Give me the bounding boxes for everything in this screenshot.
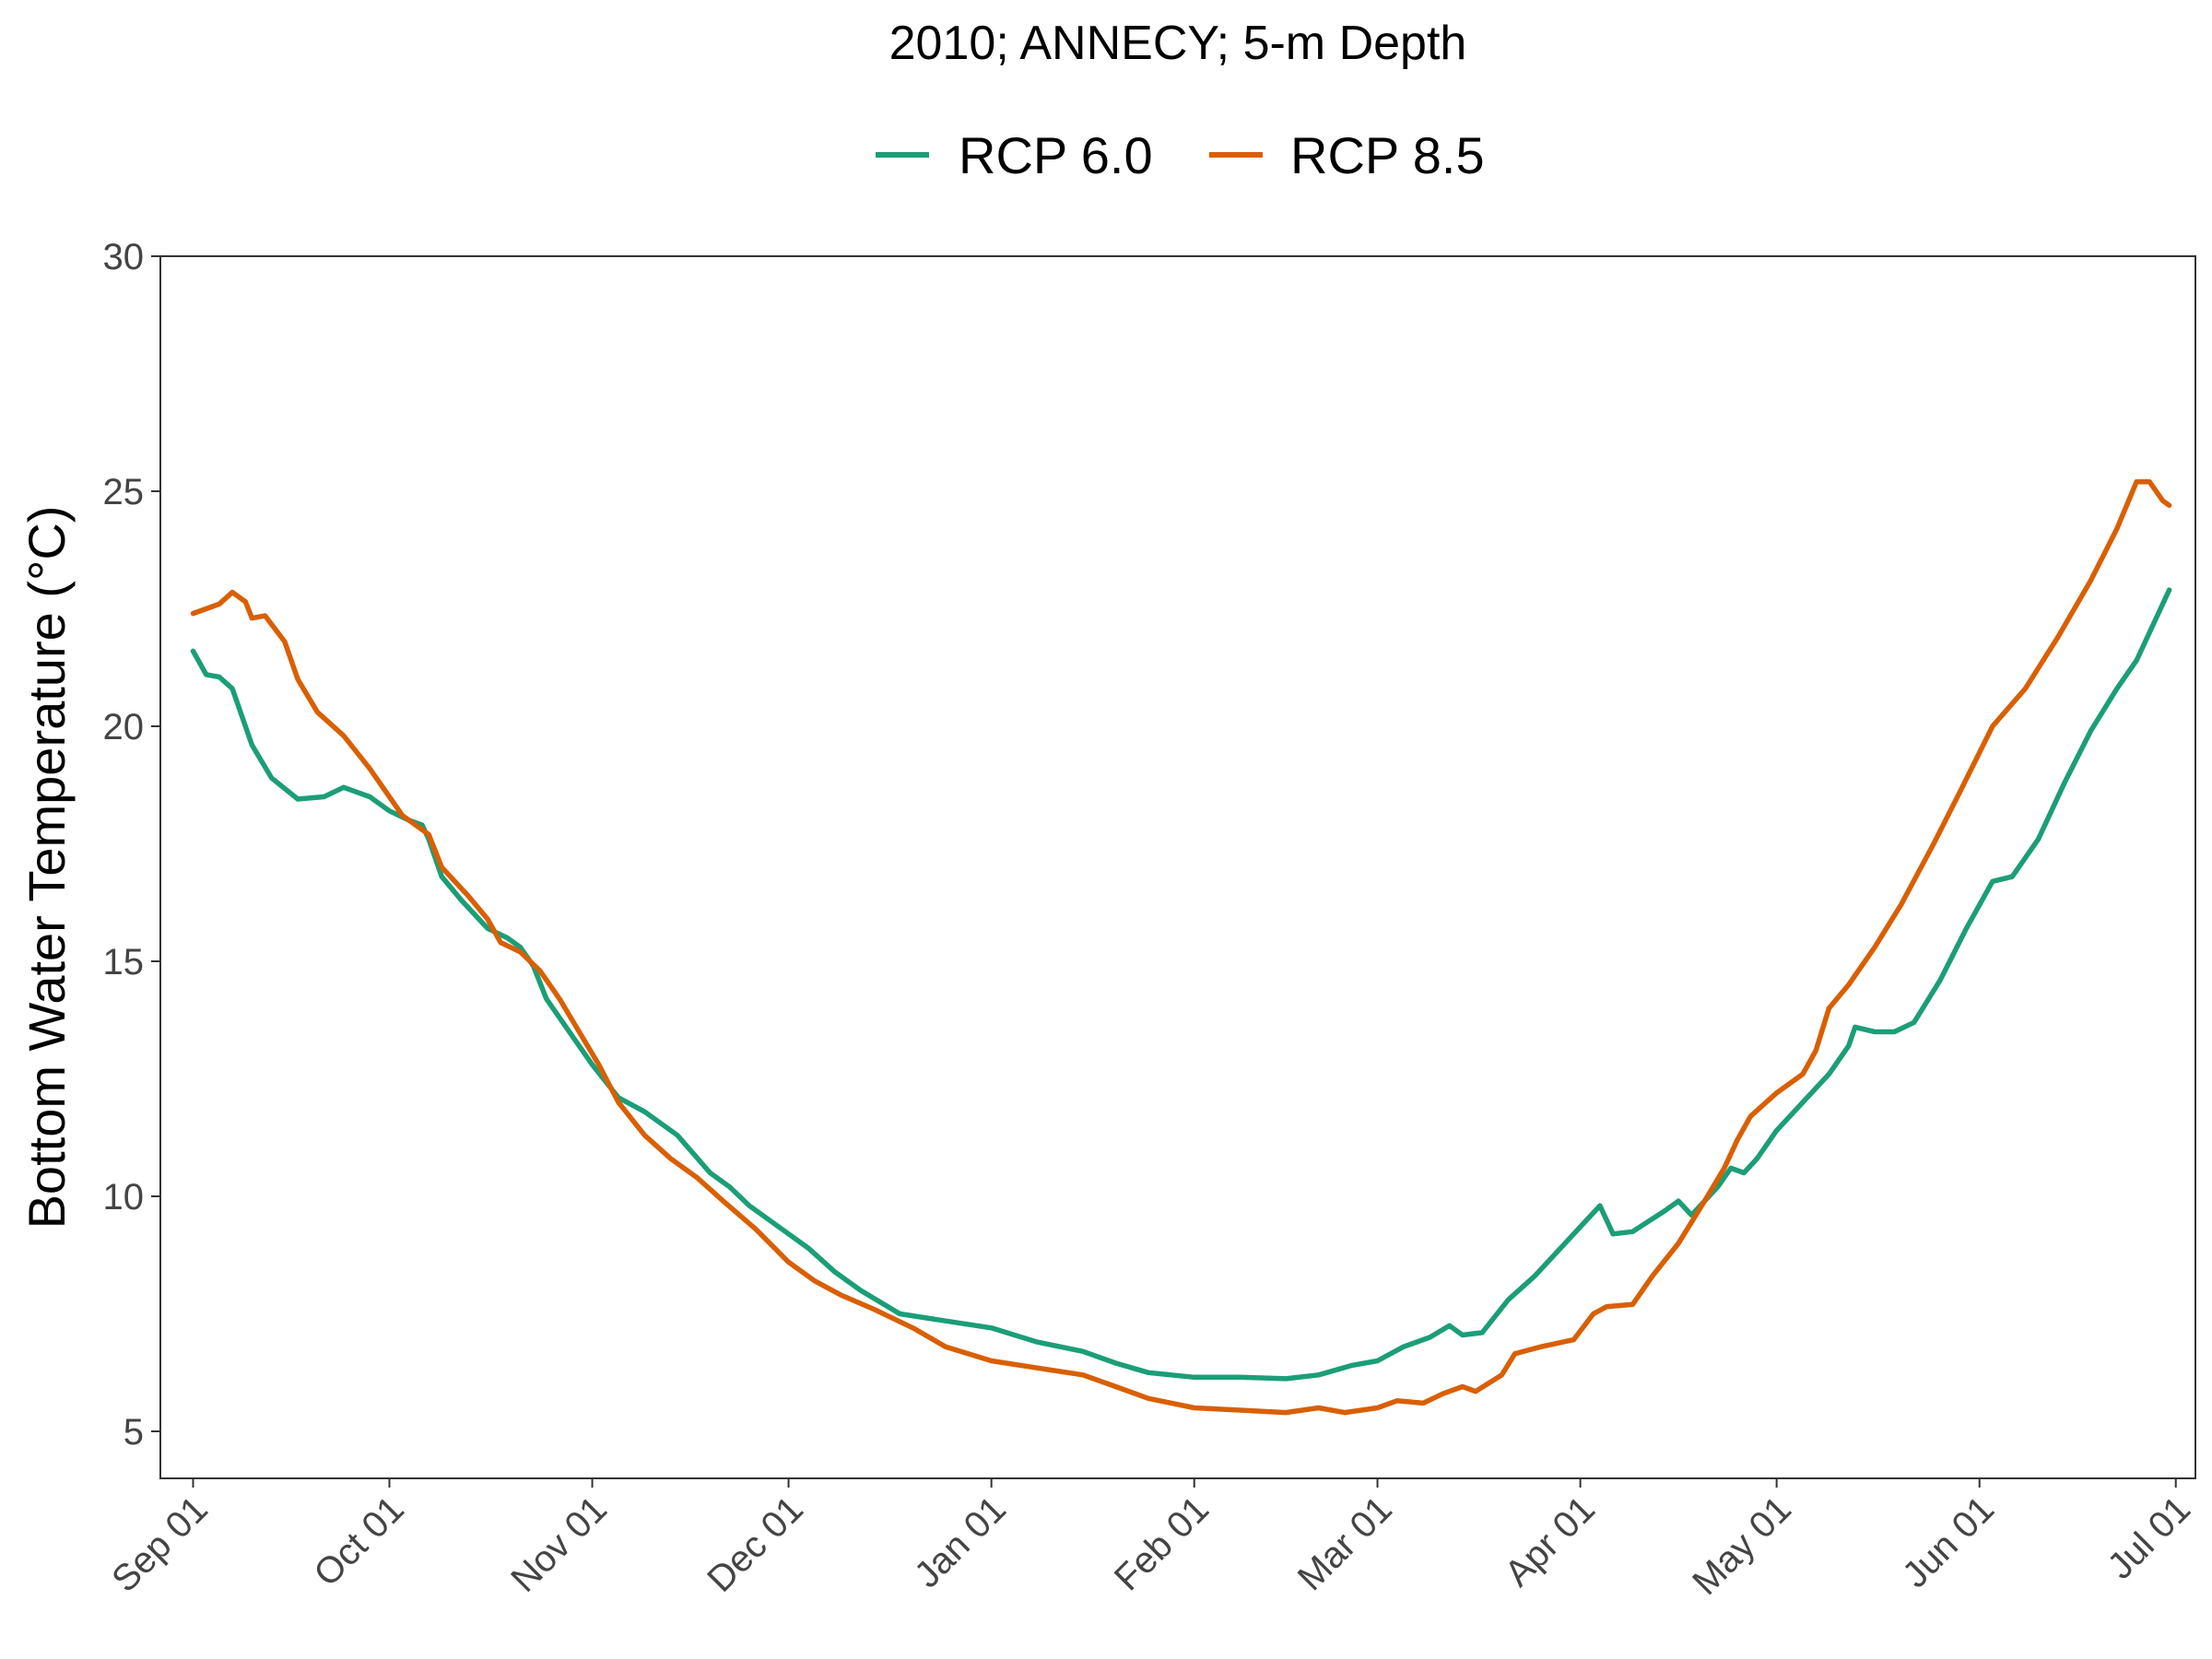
x-tick-label: Jul 01 bbox=[2100, 1488, 2198, 1587]
y-tick-label: 5 bbox=[124, 1412, 144, 1453]
x-tick-label: Oct 01 bbox=[306, 1488, 411, 1594]
y-tick-label: 20 bbox=[103, 707, 145, 747]
legend: RCP 6.0 RCP 8.5 bbox=[876, 126, 1485, 184]
x-tick-label: Feb 01 bbox=[1107, 1488, 1217, 1598]
chart-title: 2010; ANNECY; 5-m Depth bbox=[889, 17, 1467, 70]
x-tick-label: Sep 01 bbox=[104, 1488, 216, 1600]
x-tick-label: Nov 01 bbox=[503, 1488, 615, 1600]
x-tick-label: Apr 01 bbox=[1498, 1488, 1603, 1594]
series-line-rcp85 bbox=[190, 479, 2172, 1416]
y-axis-title: Bottom Water Temperature (°C) bbox=[18, 506, 76, 1230]
y-axis: 5 10 15 20 25 30 bbox=[103, 237, 160, 1453]
x-tick-label: May 01 bbox=[1685, 1488, 1799, 1603]
x-tick-label: Jan 01 bbox=[907, 1488, 1014, 1595]
y-tick-label: 25 bbox=[103, 472, 145, 512]
x-tick-label: Jun 01 bbox=[1895, 1488, 2002, 1595]
y-tick-label: 10 bbox=[103, 1177, 145, 1218]
x-tick-label: Mar 01 bbox=[1290, 1488, 1400, 1598]
x-tick-label: Dec 01 bbox=[700, 1488, 811, 1600]
y-tick-label: 15 bbox=[103, 942, 145, 982]
plot-panel bbox=[159, 255, 2196, 1479]
legend-label-rcp60: RCP 6.0 bbox=[959, 126, 1153, 184]
series-layer bbox=[190, 479, 2172, 1416]
y-tick-label: 30 bbox=[103, 237, 145, 277]
x-axis: Sep 01 Oct 01 Nov 01 Dec 01 Jan 01 Feb 01 Mar … bbox=[104, 1478, 2198, 1603]
legend-label-rcp85: RCP 8.5 bbox=[1290, 126, 1485, 184]
